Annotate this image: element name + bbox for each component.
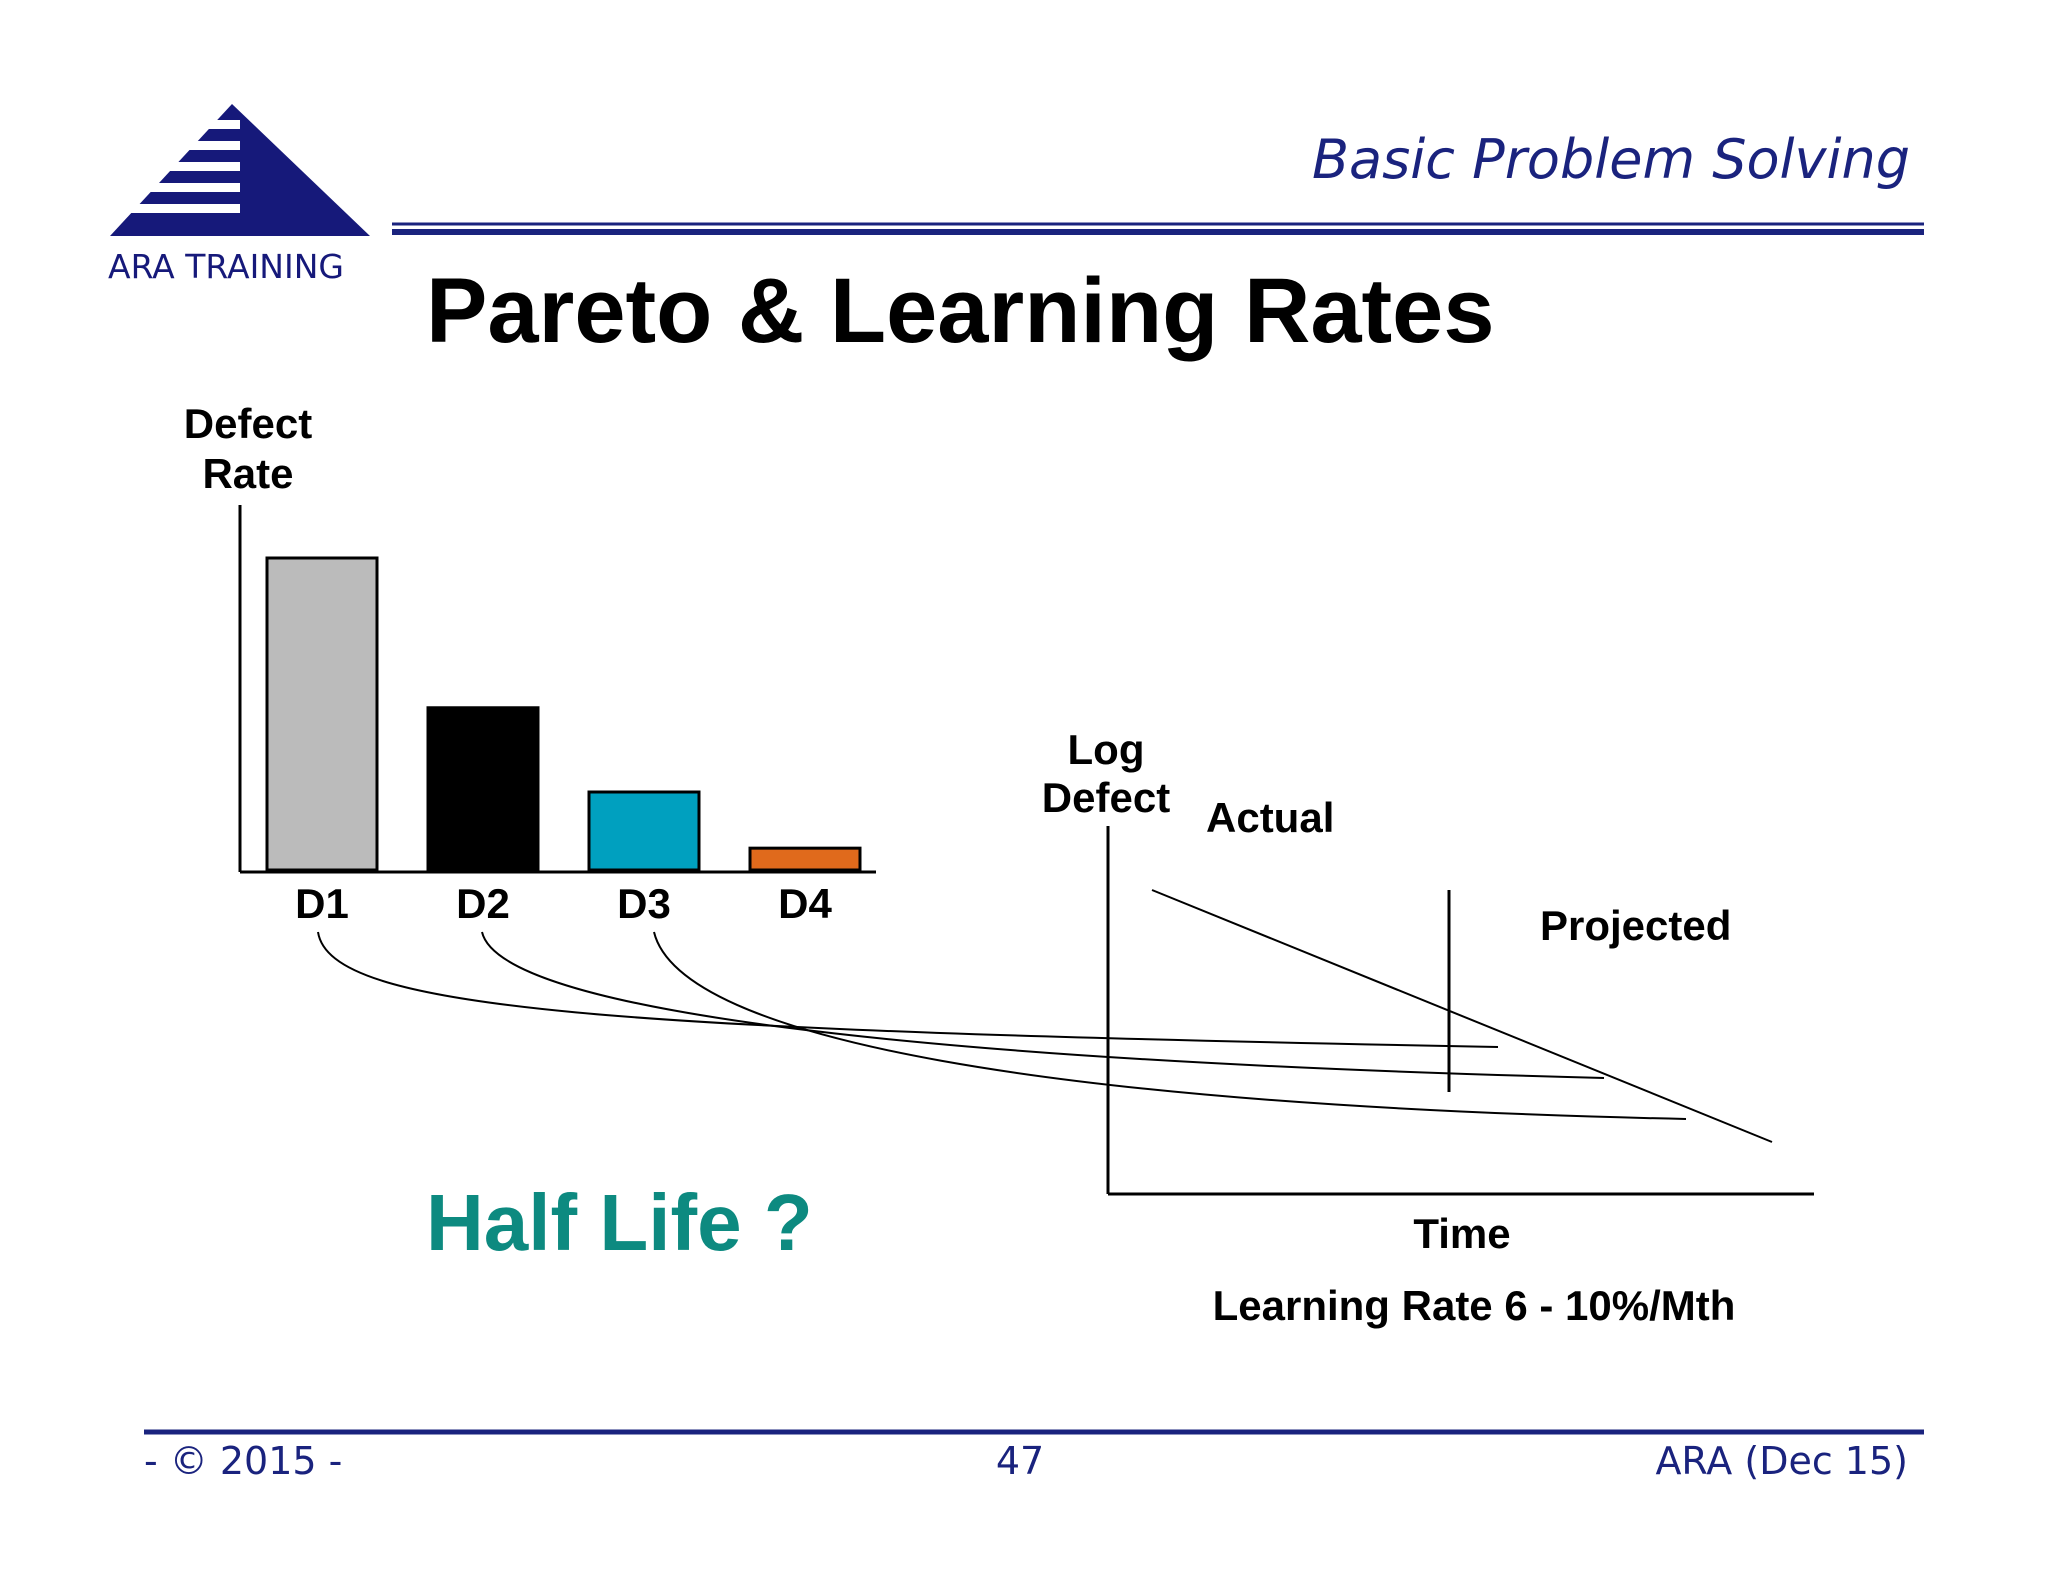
page-title: Pareto & Learning Rates	[426, 260, 1495, 362]
projected-label: Projected	[1540, 902, 1731, 949]
ara-logo: ARA TRAINING	[108, 104, 370, 286]
actual-label: Actual	[1206, 794, 1334, 841]
learning-rate-caption: Learning Rate 6 - 10%/Mth	[1213, 1282, 1736, 1329]
footer-version: ARA (Dec 15)	[1655, 1439, 1908, 1483]
logo-stripe	[130, 183, 240, 192]
learning-ylabel-line1: Log	[1068, 726, 1145, 773]
pareto-ylabel-line2: Rate	[202, 450, 293, 497]
time-label: Time	[1413, 1210, 1510, 1257]
trend-line	[1151, 889, 1773, 1143]
learning-ylabel-line2: Defect	[1042, 774, 1170, 821]
learning-chart: Log Defect Actual Projected Time Learnin…	[1042, 726, 1814, 1329]
curve-d3	[653, 931, 1687, 1120]
connector-curves	[317, 931, 1687, 1120]
logo-text: ARA TRAINING	[108, 247, 344, 286]
logo-stripe	[110, 204, 240, 213]
section-title: Basic Problem Solving	[1312, 128, 1910, 191]
pareto-tick-label-d1: D1	[295, 880, 349, 927]
pareto-chart: Defect Rate D1 D2 D3 D4	[184, 400, 876, 927]
pareto-tick-label-d3: D3	[617, 880, 671, 927]
logo-stripe	[190, 120, 240, 129]
logo-stripe	[170, 141, 240, 150]
curve-d1	[317, 931, 1499, 1048]
footer-page-number: 47	[996, 1439, 1044, 1483]
pareto-tick-label-d4: D4	[778, 880, 832, 927]
pareto-ylabel-line1: Defect	[184, 400, 312, 447]
half-life-text: Half Life ?	[426, 1178, 813, 1267]
footer-copyright: - © 2015 -	[144, 1439, 342, 1483]
pareto-tick-label-d2: D2	[456, 880, 510, 927]
logo-stripe	[150, 162, 240, 171]
pareto-bar-d2	[426, 706, 540, 872]
pareto-bar-d4	[748, 846, 862, 872]
curve-d2	[481, 931, 1605, 1079]
pareto-bar-d3	[587, 790, 701, 872]
pareto-bar-d1	[265, 556, 379, 872]
